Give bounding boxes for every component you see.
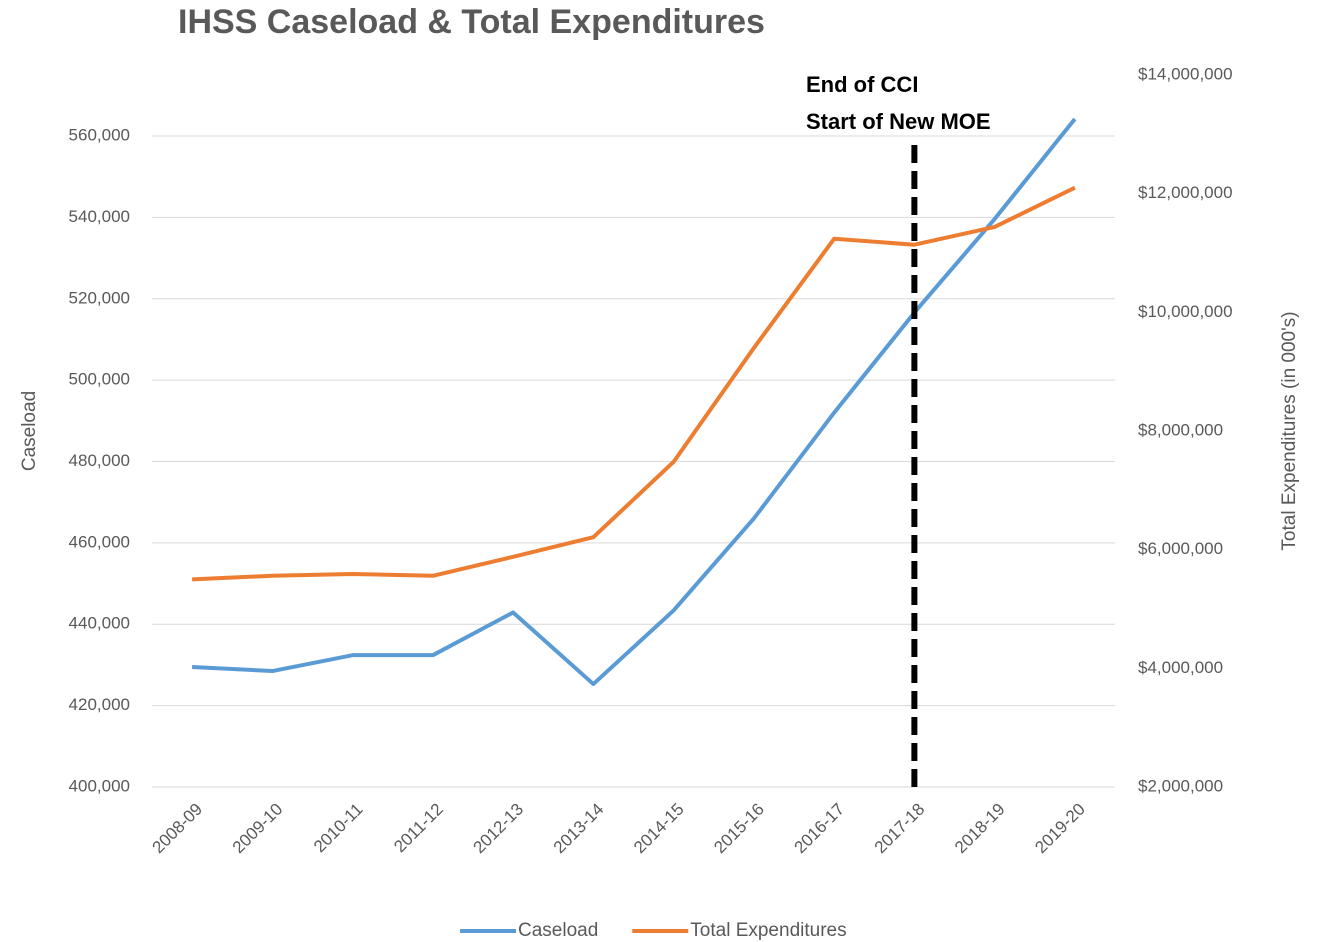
x-tick-label: 2016-17	[791, 800, 849, 858]
annotation: Start of New MOE	[806, 109, 991, 134]
y-axis-label: Caseload	[19, 391, 40, 471]
chart-title: IHSS Caseload & Total Expenditures	[178, 3, 765, 41]
y2-tick-label: $8,000,000	[1138, 420, 1223, 439]
y2-tick-label: $2,000,000	[1138, 776, 1223, 795]
series-line	[192, 117, 1077, 687]
x-tick-label: 2015-16	[710, 800, 768, 858]
x-tick-label: 2017-18	[871, 800, 929, 858]
x-tick-label: 2010-11	[310, 800, 367, 857]
legend-item: Total Expenditures	[632, 920, 847, 941]
x-tick-label: 2009-10	[229, 800, 287, 858]
x-tick-label: 2018-19	[951, 800, 1009, 858]
y-tick-label: 480,000	[69, 451, 130, 470]
y-tick-label: 460,000	[69, 532, 130, 551]
y2-tick-label: $14,000,000	[1138, 64, 1233, 83]
x-tick-label: 2014-15	[630, 800, 688, 858]
legend-label: Total Expenditures	[690, 920, 846, 941]
x-tick-label: 2011-12	[390, 800, 447, 857]
y2-tick-label: $4,000,000	[1138, 658, 1223, 677]
y-tick-label: 540,000	[69, 207, 130, 226]
legend-item: Caseload	[460, 920, 598, 941]
series-line	[192, 185, 1076, 582]
y2-tick-label: $10,000,000	[1138, 302, 1233, 321]
x-tick-label: 2019-20	[1031, 800, 1089, 858]
y2-tick-label: $12,000,000	[1138, 183, 1233, 202]
legend-label: Caseload	[518, 920, 598, 941]
y2-tick-label: $6,000,000	[1138, 539, 1223, 558]
x-tick-label: 2013-14	[550, 800, 608, 858]
y-tick-label: 420,000	[69, 695, 130, 714]
x-tick-label: 2012-13	[470, 800, 528, 858]
y-tick-label: 400,000	[69, 776, 130, 795]
y-tick-label: 520,000	[69, 288, 130, 307]
y-tick-label: 440,000	[69, 614, 130, 633]
y2-axis-label: Total Expenditures (in 000's)	[1279, 311, 1300, 550]
annotation: End of CCI	[806, 72, 918, 97]
y-tick-label: 500,000	[69, 370, 130, 389]
y-tick-label: 560,000	[69, 126, 130, 145]
x-tick-label: 2008-09	[149, 800, 207, 858]
